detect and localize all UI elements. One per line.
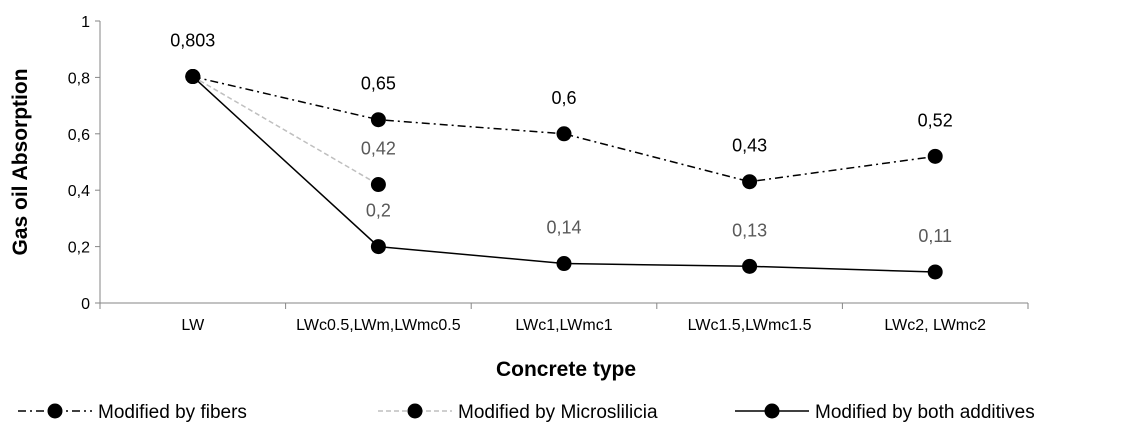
data-label: 0,2 [366, 201, 391, 221]
data-label: 0,14 [546, 218, 581, 238]
series-modified-by-both-additives [185, 69, 943, 280]
data-point [927, 148, 943, 164]
data-point [742, 174, 758, 190]
y-tick-label: 0,4 [68, 183, 90, 200]
data-point [370, 177, 386, 193]
legend-label: Modified by fibers [98, 402, 247, 423]
legend-marker [764, 403, 780, 419]
data-point [742, 258, 758, 274]
legend-label: Modified by Microslilicia [458, 402, 658, 423]
series-line [192, 75, 936, 183]
axes: 0 0,2 0,4 0,6 0,8 1 LW LWc0.5,LWm,LWmc0.5 LWc1,L… [68, 14, 1029, 334]
data-label: 0,65 [361, 74, 396, 94]
series-line [192, 75, 379, 186]
data-point [185, 69, 201, 85]
y-tick-label: 0 [81, 296, 90, 313]
data-label: 0,13 [732, 220, 767, 240]
x-tick-label: LWc2, LWmc2 [884, 317, 986, 334]
legend: Modified by fibers Modified by Microslili… [18, 402, 1035, 423]
series-modified-by-microslilicia [185, 69, 386, 193]
y-tick-label: 0,8 [68, 70, 90, 87]
x-axis-title: Concrete type [496, 358, 636, 381]
y-tick-label: 1 [81, 14, 90, 31]
legend-entry: Modified by fibers [18, 402, 247, 423]
data-label: 0,6 [551, 88, 576, 108]
legend-entry: Modified by both additives [735, 402, 1035, 423]
x-tick-label: LWc1.5,LWmc1.5 [688, 317, 812, 334]
y-axis-title: Gas oil Absorption [9, 68, 32, 255]
data-label: 0,43 [732, 136, 767, 156]
legend-label: Modified by both additives [815, 402, 1035, 423]
y-tick-label: 0,2 [68, 240, 90, 257]
data-point [370, 112, 386, 128]
legend-marker [47, 403, 63, 419]
x-tick-label: LWc1,LWmc1 [515, 317, 612, 334]
data-labels: 0,803 0,65 0,6 0,43 0,52 0,42 0,2 0,14 0,13 0,11 [170, 31, 952, 246]
legend-marker [407, 403, 423, 419]
data-point [556, 256, 572, 272]
series-layer [185, 69, 943, 280]
data-point [556, 126, 572, 142]
data-label: 0,52 [918, 110, 953, 130]
data-point [927, 264, 943, 280]
x-tick-label: LWc0.5,LWm,LWmc0.5 [296, 317, 461, 334]
data-label: 0,11 [918, 226, 952, 246]
data-label: 0,803 [170, 31, 215, 51]
y-tick-label: 0,6 [68, 127, 90, 144]
data-label: 0,42 [361, 139, 396, 159]
data-point [370, 239, 386, 255]
legend-entry: Modified by Microslilicia [378, 402, 658, 423]
series-modified-by-fibers [185, 69, 943, 190]
x-tick-label: LW [181, 317, 205, 334]
